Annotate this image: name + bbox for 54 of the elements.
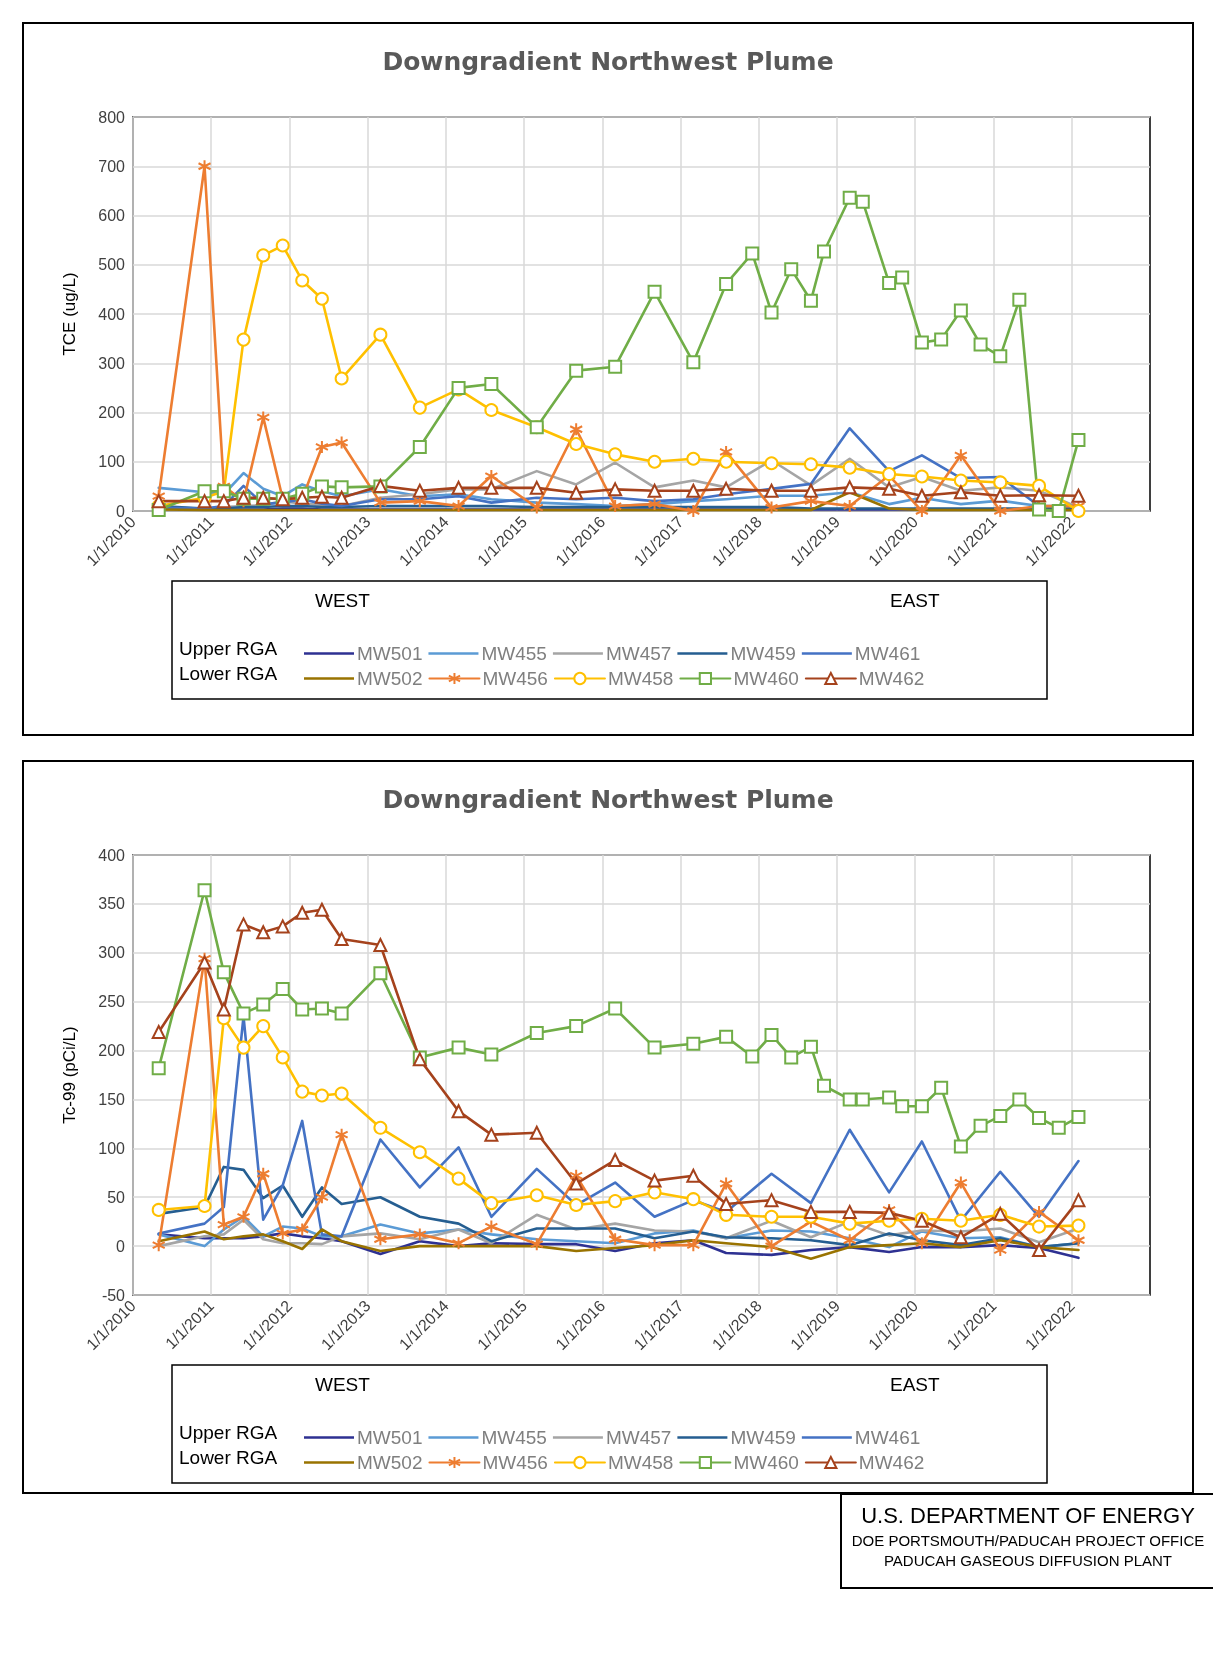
y-axis-title: TCE (ug/L) xyxy=(60,272,79,356)
y-axis-title: Tc-99 (pCi/L) xyxy=(60,1026,79,1124)
text: EAST xyxy=(890,1374,941,1395)
legend-label: MW460 xyxy=(733,668,799,689)
legend-label: MW458 xyxy=(607,668,674,689)
legend-label: MW459 xyxy=(730,1427,796,1448)
y-tick-label: 300 xyxy=(98,354,126,372)
legend-label: MW460 xyxy=(733,1452,799,1473)
legend-label: MW501 xyxy=(357,643,423,664)
y-tick-label: 200 xyxy=(98,404,126,421)
y-tick-label: 800 xyxy=(98,108,126,126)
y-tick-label: 0 xyxy=(116,1237,126,1255)
legend-label: MW462 xyxy=(858,668,925,689)
legend-label: MW502 xyxy=(357,1452,423,1473)
text: Upper RGA xyxy=(179,638,278,659)
y-tick-label: 200 xyxy=(98,1042,126,1060)
legend-label: MW462 xyxy=(858,1452,925,1473)
legend-label: MW457 xyxy=(605,643,672,664)
legend-label: MW458 xyxy=(607,1452,674,1473)
text: PADUCAH GASEOUS DIFFUSION PLANT xyxy=(882,1552,1174,1569)
legend-label: MW502 xyxy=(357,668,423,689)
chart-title: Downgradient Northwest Plume xyxy=(382,47,834,76)
y-tick-label: 700 xyxy=(98,157,126,175)
legend-label: MW455 xyxy=(481,643,547,664)
legend-label: MW456 xyxy=(482,1452,548,1473)
text: WEST xyxy=(315,1374,371,1395)
y-tick-label: 50 xyxy=(107,1188,126,1206)
y-tick-label: 0 xyxy=(116,502,126,520)
legend-label: MW461 xyxy=(854,1427,921,1448)
y-tick-label: 400 xyxy=(98,305,126,323)
text: EAST xyxy=(890,590,941,611)
text: DOE PORTSMOUTH/PADUCAH PROJECT OFFICE xyxy=(850,1532,1206,1549)
y-tick-label: 100 xyxy=(98,453,126,471)
y-tick-label: 300 xyxy=(98,944,126,962)
y-tick-label: 500 xyxy=(98,256,126,274)
y-tick-label: 600 xyxy=(98,207,126,224)
legend-label: MW455 xyxy=(481,1427,547,1448)
legend-label: MW501 xyxy=(357,1427,423,1448)
legend-label: MW456 xyxy=(482,668,548,689)
y-tick-label: 350 xyxy=(98,895,126,913)
y-tick-label: -50 xyxy=(101,1286,126,1304)
text: Lower RGA xyxy=(179,1447,278,1468)
legend-label: MW457 xyxy=(605,1427,672,1448)
text: Lower RGA xyxy=(179,663,278,684)
legend-label: MW459 xyxy=(730,643,796,664)
y-tick-label: 150 xyxy=(98,1090,126,1108)
chart-title: Downgradient Northwest Plume xyxy=(382,785,834,814)
legend-label: MW461 xyxy=(854,643,921,664)
text: Upper RGA xyxy=(179,1422,278,1443)
text: U.S. DEPARTMENT OF ENERGY xyxy=(860,1503,1196,1529)
y-tick-label: 250 xyxy=(98,993,126,1011)
text: WEST xyxy=(315,590,371,611)
y-tick-label: 100 xyxy=(98,1139,126,1157)
y-tick-label: 400 xyxy=(98,846,126,864)
